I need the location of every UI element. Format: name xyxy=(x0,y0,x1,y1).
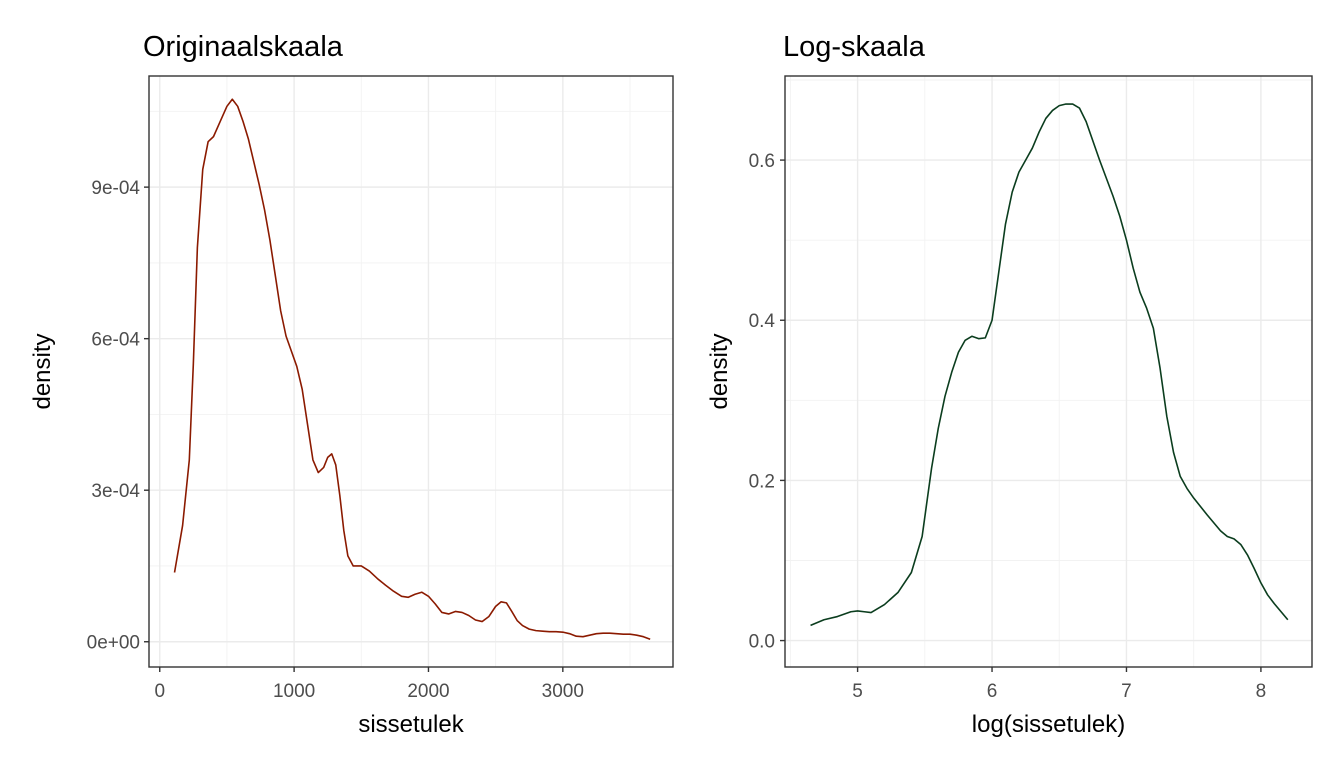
y-tick-label: 0.4 xyxy=(749,311,776,332)
y-axis-label: density xyxy=(29,333,56,409)
x-tick-label: 1000 xyxy=(273,681,315,702)
panel-log-scale: 5 6 7 8 0.0 0.2 0.4 0.6 Log-skaala log(sissetulek… xyxy=(706,31,1313,738)
x-tick-label: 0 xyxy=(154,681,165,702)
y-tick-label: 0e+00 xyxy=(87,633,140,654)
chart-title: Originaalskaala xyxy=(143,31,344,63)
x-axis-label: log(sissetulek) xyxy=(972,711,1125,738)
x-tick-label: 3000 xyxy=(542,681,584,702)
density-line xyxy=(810,103,1289,627)
x-tick-label: 7 xyxy=(1121,681,1132,702)
y-tick-label: 0.2 xyxy=(749,471,775,492)
x-tick-label: 2000 xyxy=(407,681,449,702)
x-axis-label: sissetulek xyxy=(358,711,464,738)
panel-border xyxy=(784,75,1313,668)
y-tick-label: 6e-04 xyxy=(91,330,140,351)
panel-background xyxy=(785,76,1312,667)
panel-original-scale: 0 1000 2000 3000 0e+00 3e-04 6e-04 9e-04 Origina… xyxy=(29,31,674,738)
x-tick-label: 8 xyxy=(1256,681,1267,702)
chart-title: Log-skaala xyxy=(783,31,926,63)
x-tick-label: 5 xyxy=(852,681,863,702)
y-tick-label: 0.6 xyxy=(749,151,775,172)
y-tick-label: 3e-04 xyxy=(91,481,140,502)
density-line xyxy=(173,98,651,640)
x-tick-label: 6 xyxy=(987,681,998,702)
panel-border xyxy=(148,75,674,668)
y-tick-label: 0.0 xyxy=(749,632,775,653)
y-axis-label: density xyxy=(706,333,733,409)
y-tick-label: 9e-04 xyxy=(91,178,140,199)
panel-background xyxy=(149,76,673,667)
